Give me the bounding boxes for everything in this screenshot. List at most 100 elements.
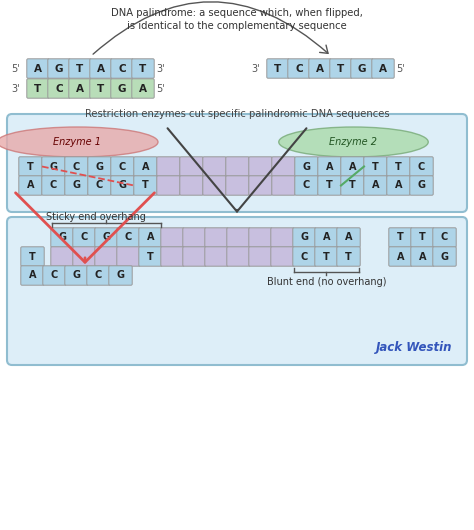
FancyBboxPatch shape bbox=[364, 157, 387, 176]
FancyBboxPatch shape bbox=[293, 247, 316, 266]
FancyBboxPatch shape bbox=[117, 247, 140, 266]
Text: G: G bbox=[49, 162, 57, 172]
FancyBboxPatch shape bbox=[180, 176, 203, 195]
FancyBboxPatch shape bbox=[249, 247, 272, 266]
FancyBboxPatch shape bbox=[387, 157, 410, 176]
Text: C: C bbox=[418, 162, 425, 172]
Text: T: T bbox=[372, 162, 379, 172]
Text: G: G bbox=[117, 270, 125, 280]
Text: T: T bbox=[397, 233, 404, 243]
FancyBboxPatch shape bbox=[111, 79, 133, 98]
Text: C: C bbox=[119, 162, 126, 172]
FancyBboxPatch shape bbox=[27, 79, 49, 98]
FancyBboxPatch shape bbox=[183, 228, 206, 247]
Text: C: C bbox=[95, 270, 102, 280]
Text: A: A bbox=[326, 162, 333, 172]
FancyBboxPatch shape bbox=[73, 247, 96, 266]
Text: C: C bbox=[441, 233, 448, 243]
FancyBboxPatch shape bbox=[90, 79, 112, 98]
Text: T: T bbox=[337, 64, 345, 74]
FancyBboxPatch shape bbox=[226, 157, 249, 176]
FancyBboxPatch shape bbox=[161, 228, 184, 247]
Text: T: T bbox=[349, 181, 356, 190]
FancyBboxPatch shape bbox=[318, 176, 341, 195]
Text: DNA palindrome: a sequence which, when flipped,
is identical to the complementar: DNA palindrome: a sequence which, when f… bbox=[111, 8, 363, 31]
Text: C: C bbox=[81, 233, 88, 243]
FancyBboxPatch shape bbox=[433, 228, 456, 247]
Text: G: G bbox=[58, 233, 66, 243]
FancyBboxPatch shape bbox=[161, 247, 184, 266]
Text: C: C bbox=[50, 181, 57, 190]
Text: Enzyme 1: Enzyme 1 bbox=[54, 137, 101, 147]
FancyBboxPatch shape bbox=[73, 228, 96, 247]
FancyArrowPatch shape bbox=[93, 2, 328, 54]
FancyBboxPatch shape bbox=[205, 247, 228, 266]
FancyBboxPatch shape bbox=[341, 157, 364, 176]
Text: 3': 3' bbox=[251, 64, 260, 74]
Text: Blunt end (no overhang): Blunt end (no overhang) bbox=[267, 277, 386, 287]
FancyBboxPatch shape bbox=[389, 247, 412, 266]
Text: A: A bbox=[323, 233, 330, 243]
FancyBboxPatch shape bbox=[111, 176, 134, 195]
FancyBboxPatch shape bbox=[205, 228, 228, 247]
Text: 5': 5' bbox=[11, 64, 20, 74]
FancyBboxPatch shape bbox=[132, 59, 154, 78]
FancyBboxPatch shape bbox=[295, 176, 318, 195]
FancyBboxPatch shape bbox=[288, 59, 310, 78]
FancyBboxPatch shape bbox=[111, 157, 134, 176]
Text: C: C bbox=[118, 64, 126, 74]
Text: A: A bbox=[316, 64, 324, 74]
FancyBboxPatch shape bbox=[411, 228, 434, 247]
FancyBboxPatch shape bbox=[51, 247, 74, 266]
FancyBboxPatch shape bbox=[351, 59, 373, 78]
Text: Restriction enzymes cut specific palindromic DNA sequences: Restriction enzymes cut specific palindr… bbox=[85, 109, 389, 119]
Text: C: C bbox=[303, 181, 310, 190]
FancyBboxPatch shape bbox=[65, 176, 88, 195]
FancyBboxPatch shape bbox=[65, 157, 88, 176]
Text: Enzyme 2: Enzyme 2 bbox=[329, 137, 377, 147]
FancyBboxPatch shape bbox=[293, 228, 316, 247]
Text: T: T bbox=[97, 84, 105, 93]
FancyBboxPatch shape bbox=[43, 266, 66, 285]
FancyBboxPatch shape bbox=[134, 176, 157, 195]
FancyBboxPatch shape bbox=[19, 157, 42, 176]
Text: A: A bbox=[29, 270, 36, 280]
Text: A: A bbox=[34, 64, 42, 74]
FancyBboxPatch shape bbox=[271, 247, 294, 266]
FancyBboxPatch shape bbox=[410, 157, 433, 176]
FancyBboxPatch shape bbox=[183, 247, 206, 266]
Text: G: G bbox=[55, 64, 63, 74]
FancyBboxPatch shape bbox=[87, 266, 110, 285]
Text: Jack Westin: Jack Westin bbox=[375, 341, 452, 354]
Text: T: T bbox=[27, 162, 34, 172]
FancyBboxPatch shape bbox=[330, 59, 352, 78]
Text: T: T bbox=[419, 233, 426, 243]
Text: T: T bbox=[142, 181, 149, 190]
FancyBboxPatch shape bbox=[318, 157, 341, 176]
FancyBboxPatch shape bbox=[203, 176, 226, 195]
Ellipse shape bbox=[279, 127, 428, 157]
Text: T: T bbox=[345, 252, 352, 261]
Text: T: T bbox=[147, 252, 154, 261]
FancyBboxPatch shape bbox=[7, 217, 467, 365]
FancyBboxPatch shape bbox=[65, 266, 88, 285]
Text: A: A bbox=[349, 162, 356, 172]
FancyBboxPatch shape bbox=[117, 228, 140, 247]
FancyBboxPatch shape bbox=[48, 79, 70, 98]
FancyBboxPatch shape bbox=[372, 59, 394, 78]
Text: A: A bbox=[147, 233, 154, 243]
FancyBboxPatch shape bbox=[132, 79, 154, 98]
Text: C: C bbox=[73, 162, 80, 172]
FancyBboxPatch shape bbox=[180, 157, 203, 176]
FancyBboxPatch shape bbox=[27, 59, 49, 78]
Text: G: G bbox=[418, 181, 426, 190]
Text: C: C bbox=[96, 181, 103, 190]
FancyBboxPatch shape bbox=[410, 176, 433, 195]
Text: T: T bbox=[395, 162, 402, 172]
FancyBboxPatch shape bbox=[387, 176, 410, 195]
Text: T: T bbox=[139, 64, 146, 74]
Text: 5': 5' bbox=[396, 64, 405, 74]
FancyBboxPatch shape bbox=[337, 228, 360, 247]
Text: T: T bbox=[323, 252, 330, 261]
Text: G: G bbox=[118, 84, 126, 93]
